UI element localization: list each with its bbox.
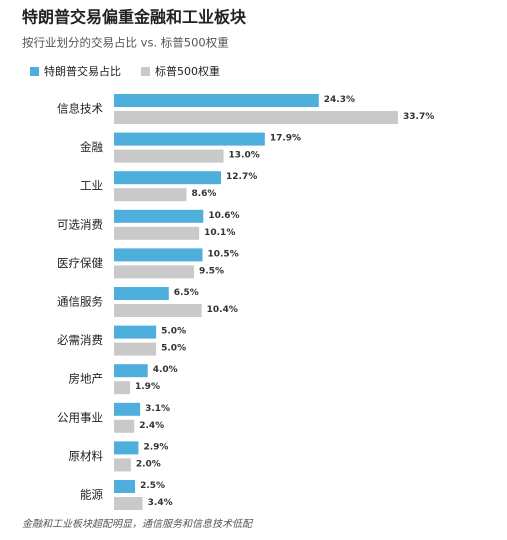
category-label: 原材料 <box>69 449 104 463</box>
value-label: 2.0% <box>136 459 161 469</box>
value-label: 9.5% <box>199 266 224 276</box>
bar <box>114 402 141 416</box>
value-label: 12.7% <box>226 172 257 182</box>
bar <box>114 248 203 262</box>
value-label: 10.4% <box>207 305 238 315</box>
category-label: 可选消费 <box>57 217 103 231</box>
bar <box>114 94 319 107</box>
value-label: 8.6% <box>191 189 216 199</box>
value-label: 3.1% <box>145 404 170 414</box>
bar <box>114 132 265 146</box>
category-label: 金融 <box>80 140 103 154</box>
bar <box>114 419 135 433</box>
legend-label: 标普500权重 <box>155 64 220 78</box>
annotation: 金融和工业板块超配明显，通信服务和信息技术低配 <box>22 518 254 530</box>
value-label: 10.6% <box>208 211 239 221</box>
value-label: 24.3% <box>324 95 355 105</box>
bar <box>114 149 224 163</box>
chart-title: 特朗普交易偏重金融和工业板块 <box>22 8 247 27</box>
value-label: 6.5% <box>174 288 199 298</box>
value-label: 33.7% <box>403 112 434 122</box>
legend-swatch <box>30 67 39 76</box>
value-label: 2.4% <box>139 421 164 431</box>
bar <box>114 171 222 185</box>
value-label: 10.5% <box>207 249 238 259</box>
category-label: 工业 <box>80 179 103 193</box>
bar <box>114 111 398 124</box>
bar <box>114 287 169 300</box>
bar <box>114 381 131 395</box>
bar <box>114 209 204 223</box>
value-label: 13.0% <box>229 151 260 161</box>
value-label: 4.0% <box>153 365 178 375</box>
bar <box>114 458 131 472</box>
category-label: 公用事业 <box>57 410 103 424</box>
bar <box>114 188 187 202</box>
bar <box>114 364 148 378</box>
value-label: 2.9% <box>143 442 168 452</box>
category-label: 医疗保健 <box>57 256 103 270</box>
legend-label: 特朗普交易占比 <box>44 64 121 78</box>
category-label: 通信服务 <box>57 295 103 309</box>
bar <box>114 325 157 339</box>
bar <box>114 480 136 493</box>
value-label: 5.0% <box>161 344 186 354</box>
category-label: 能源 <box>80 488 103 502</box>
value-label: 3.4% <box>148 498 173 508</box>
legend-swatch <box>141 67 150 76</box>
bar <box>114 226 200 240</box>
bar <box>114 497 143 510</box>
value-label: 5.0% <box>161 327 186 337</box>
value-label: 2.5% <box>140 481 165 491</box>
category-label: 房地产 <box>69 372 104 386</box>
category-label: 信息技术 <box>57 102 103 116</box>
bar <box>114 342 157 356</box>
bar <box>114 304 202 317</box>
value-label: 1.9% <box>135 382 160 392</box>
value-label: 17.9% <box>270 134 301 144</box>
category-label: 必需消费 <box>57 333 103 347</box>
bar <box>114 441 139 455</box>
value-label: 10.1% <box>204 228 235 238</box>
bar <box>114 265 195 279</box>
chart-subtitle: 按行业划分的交易占比 vs. 标普500权重 <box>22 36 229 50</box>
